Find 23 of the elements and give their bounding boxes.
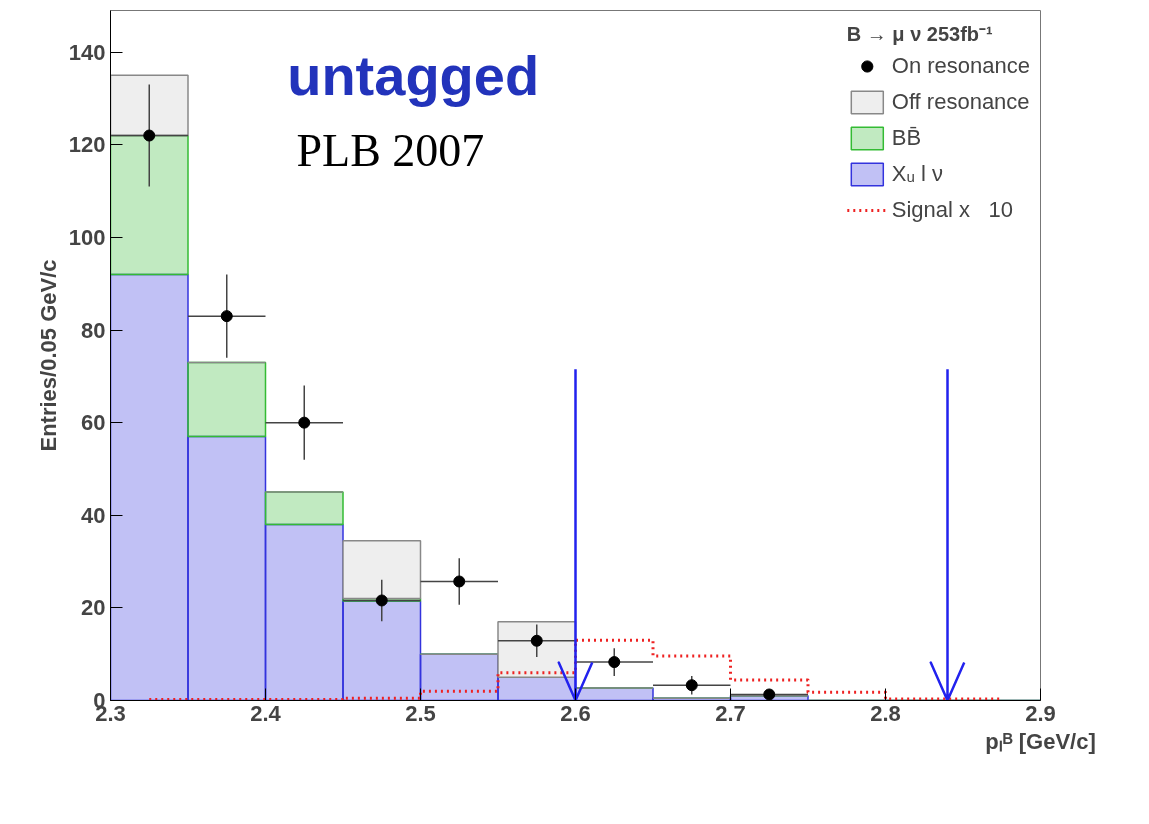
legend-title: B → μ ν 253fb⁻¹ [846, 22, 994, 47]
y-tick-label: 40 [81, 502, 106, 528]
x-axis-title: pₗᴮ [GeV/c] [985, 728, 1096, 754]
x-tick-label: 2.9 [1025, 700, 1056, 726]
legend-label: BB̄ [891, 125, 922, 151]
y-tick-label: 140 [68, 39, 106, 65]
y-tick-label: 20 [81, 595, 106, 621]
y-tick-label: 80 [81, 317, 106, 343]
legend-label: Signal x 10 [891, 197, 1013, 223]
x-tick-label: 2.5 [405, 700, 436, 726]
x-tick-label: 2.6 [560, 700, 591, 726]
legend-label: On resonance [891, 53, 1030, 79]
annotation: PLB 2007 [296, 125, 485, 177]
annotation: untagged [287, 44, 540, 108]
y-axis-title: Entries/0.05 GeV/c [35, 259, 61, 452]
y-tick-label: 120 [68, 132, 106, 158]
x-tick-label: 2.4 [250, 700, 282, 726]
x-tick-label: 2.8 [870, 700, 901, 726]
x-tick-label: 2.7 [715, 700, 746, 726]
legend-label: Off resonance [891, 89, 1030, 115]
legend-label: Xᵤ l ν [891, 161, 943, 187]
y-tick-label: 60 [81, 410, 106, 436]
y-tick-label: 100 [68, 224, 106, 250]
